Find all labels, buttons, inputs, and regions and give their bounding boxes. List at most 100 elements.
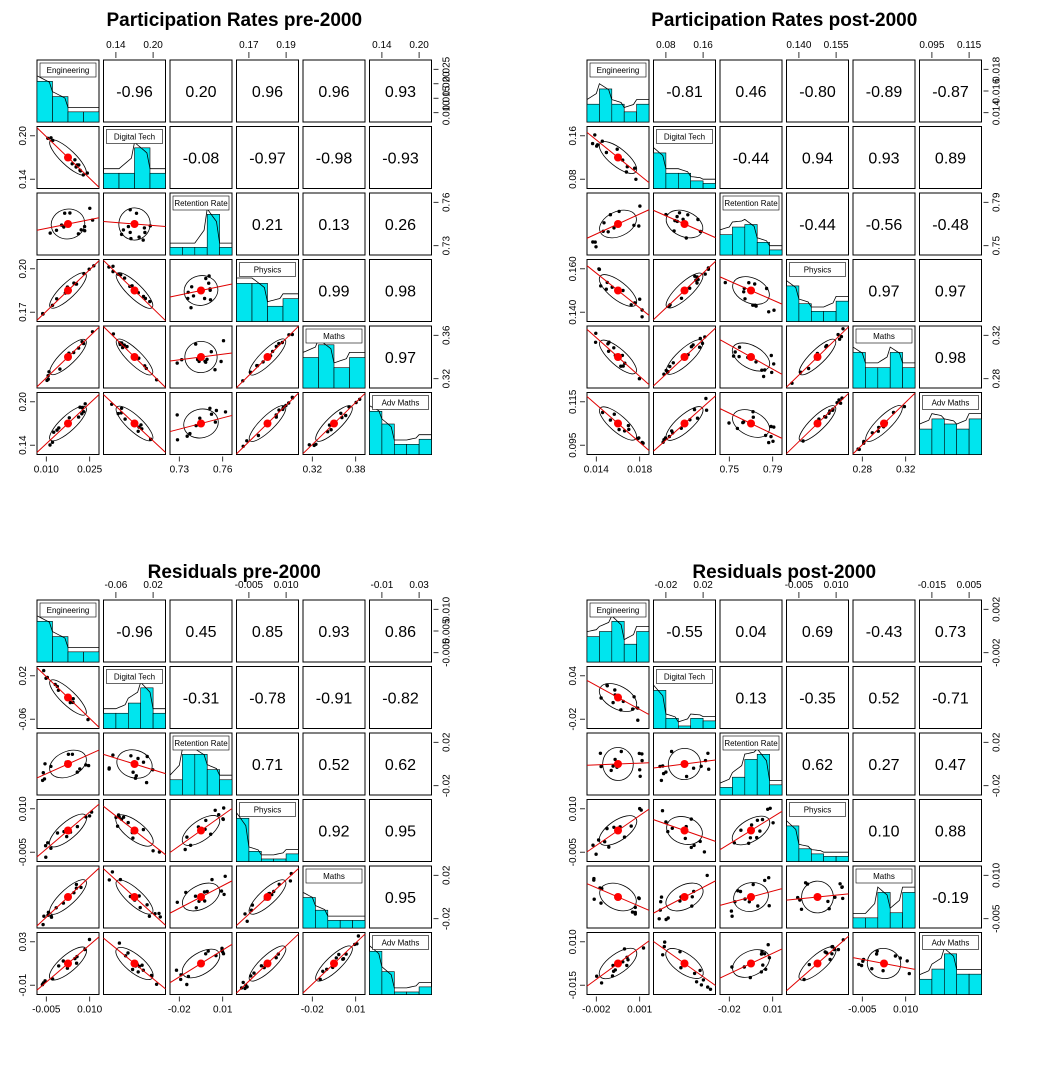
cell-0-2: 0.45 (169, 599, 233, 663)
cell-3-1 (653, 259, 716, 322)
cell-5-1 (653, 932, 716, 995)
mean-point (680, 286, 689, 295)
cell-5-4 (852, 392, 916, 455)
scatter-point (625, 963, 629, 968)
mean-point (747, 353, 755, 361)
bottom-tick-label: 0.014 (584, 465, 609, 476)
scatter-point (694, 980, 699, 984)
density-curve (719, 218, 782, 247)
histogram-bar (381, 423, 395, 455)
scatter-point (748, 836, 753, 840)
cell-frame (103, 259, 166, 322)
scatter-point (761, 374, 766, 379)
scatter-point (637, 377, 642, 381)
cell-frame (586, 192, 650, 256)
histogram-bar (956, 973, 970, 995)
scatter-point (245, 919, 249, 923)
cell-frame (719, 325, 783, 389)
cell-frame (719, 799, 783, 862)
cell-frame (586, 325, 650, 389)
scatter-point (207, 281, 211, 285)
top-tick-label: 0.19 (276, 40, 296, 51)
cell-frame (36, 392, 100, 455)
scatter-point (179, 977, 183, 982)
scatter-point (43, 844, 48, 848)
scatter-point (107, 767, 111, 771)
cell-frame (369, 799, 432, 862)
scatter-point (68, 211, 72, 215)
right-tick-label: 0.02 (992, 732, 1003, 752)
cell-3-5: 0.98 (369, 259, 432, 322)
scatter-point (639, 808, 643, 812)
scatter-point (117, 941, 122, 945)
mean-point (64, 826, 72, 835)
variable-label-box (372, 935, 429, 950)
histogram-bar (756, 754, 770, 796)
cell-5-1 (103, 932, 166, 995)
scatter-point (826, 899, 830, 904)
mean-point (263, 353, 272, 361)
correlation-value: -0.82 (382, 691, 419, 708)
scatter-point (53, 682, 57, 687)
right-tick-label: 0.02 (442, 732, 453, 752)
scatter-point (751, 415, 755, 419)
cell-frame (302, 192, 366, 256)
cell-frame (786, 192, 849, 256)
scatter-point (143, 296, 148, 301)
cell-frame (919, 259, 982, 322)
right-tick-label: 0.76 (442, 192, 453, 212)
scatter-point (66, 752, 71, 756)
cell-frame (103, 799, 166, 862)
variable-label: Engineering (597, 66, 640, 75)
histogram-bar (968, 418, 982, 455)
scatter-point (741, 420, 746, 424)
scatter-point (767, 876, 771, 880)
cell-frame (786, 599, 849, 663)
cell-1-1: Digital Tech (653, 666, 716, 729)
scatter-point (208, 288, 212, 292)
histogram-bar (339, 920, 353, 929)
cell-2-0 (36, 192, 100, 256)
cell-frame (919, 666, 982, 729)
scatter-point (768, 806, 772, 810)
scatter-point (75, 824, 80, 829)
correlation-value: 0.26 (385, 217, 416, 234)
histogram-bar (744, 759, 758, 796)
scatter-point (629, 824, 633, 828)
correlation-value: 0.93 (868, 151, 899, 168)
scatter-point (754, 304, 758, 308)
histogram-bar (719, 787, 733, 796)
cell-5-0 (586, 932, 650, 995)
histogram-bar (636, 103, 650, 123)
histogram-bar (251, 283, 268, 322)
variable-label: Retention Rate (174, 199, 228, 208)
mean-point (130, 220, 139, 228)
variable-label-box (656, 129, 713, 144)
bottom-tick-label: -0.005 (32, 1005, 61, 1016)
scatter-point (222, 892, 226, 897)
scatter-point (46, 377, 50, 381)
scatter-point (677, 211, 682, 215)
bottom-tick-label: 0.28 (853, 465, 873, 476)
cell-2-1 (103, 192, 166, 256)
mean-point (130, 419, 139, 428)
cell-3-5: 0.95 (369, 799, 432, 862)
correlation-value: -0.93 (382, 151, 419, 168)
variable-label-box (922, 935, 979, 950)
scatter-point (129, 754, 133, 758)
top-tick-label: 0.095 (919, 40, 944, 51)
cell-0-0: Engineering (586, 599, 650, 663)
scatter-point (874, 952, 879, 956)
histogram-bar (931, 968, 945, 995)
cell-4-2 (169, 325, 233, 389)
left-tick-label: 0.095 (568, 432, 579, 457)
scatter-point (606, 342, 610, 346)
scatter-point (609, 768, 613, 773)
bottom-tick-label: 0.38 (346, 465, 366, 476)
variable-label: Digital Tech (664, 673, 705, 682)
scatter-point (594, 245, 598, 249)
scatter-point (185, 434, 189, 438)
cell-frame (586, 259, 650, 322)
cell-3-1 (103, 259, 166, 322)
density-curve (302, 892, 365, 917)
